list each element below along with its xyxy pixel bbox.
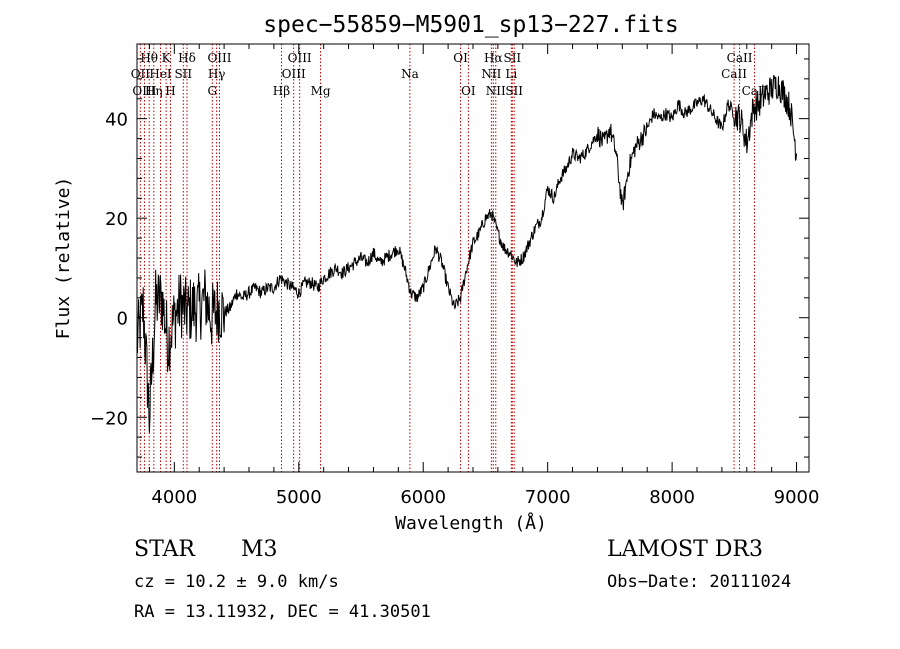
line-label-7: H: [165, 84, 175, 98]
line-label-12: OIII: [288, 51, 312, 65]
x-tick-label-2: 6000: [400, 487, 446, 508]
line-label-9: OIII: [207, 51, 231, 65]
line-label-10: Hγ: [208, 67, 226, 81]
line-label-25: CaII: [727, 51, 753, 65]
line-label-4: HeI: [149, 67, 172, 81]
line-label-11: G: [207, 84, 217, 98]
y-tick-label-0: −20: [90, 408, 128, 429]
x-axis-label: Wavelength (Å): [395, 512, 547, 534]
y-tick-label-2: 20: [105, 209, 128, 230]
ra-dec-text: RA = 13.11932, DEC = 41.30501: [134, 602, 431, 622]
emission-line-markers: [139, 44, 755, 472]
line-label-19: Hα: [484, 51, 503, 65]
survey-label: LAMOST DR3: [607, 537, 763, 562]
x-tick-label-5: 9000: [774, 487, 820, 508]
line-label-3: Hη: [145, 84, 163, 98]
plot-frame: [136, 43, 810, 473]
axes: 4000 5000 6000 7000 8000 9000 −20 0 20 40: [90, 43, 820, 508]
line-label-23: Li: [505, 67, 517, 81]
line-label-24: SII: [505, 84, 523, 98]
x-tick-label-1: 5000: [276, 487, 322, 508]
obs-date-text: Obs−Date: 20111024: [607, 572, 792, 592]
chart-title: spec−55859−M5901_sp13−227.fits: [263, 12, 678, 38]
line-label-5: K: [162, 51, 172, 65]
line-label-8: Hδ: [178, 51, 196, 65]
y-axis-label: Flux (relative): [53, 177, 74, 340]
y-tick-label-1: 0: [117, 309, 128, 330]
x-tick-label-4: 8000: [649, 487, 695, 508]
line-label-13: OIII: [282, 67, 306, 81]
line-label-14: Hβ: [273, 84, 290, 98]
redshift-text: cz = 10.2 ± 9.0 km/s: [134, 572, 339, 592]
y-tick-label-3: 40: [105, 110, 128, 131]
line-label-27: CaII: [742, 84, 768, 98]
subclass-label: M3: [241, 537, 278, 562]
line-label-2: OIII: [132, 84, 156, 98]
line-label-15: Mg: [311, 84, 331, 98]
line-label-21: NII: [486, 84, 506, 98]
line-label-20: NII: [481, 67, 501, 81]
line-label-26: CaII: [721, 67, 747, 81]
line-label-16: Na: [401, 67, 419, 81]
line-label-1: OII: [131, 67, 151, 81]
line-label-18: OI: [461, 84, 476, 98]
line-label-17: OI: [453, 51, 468, 65]
line-label-0: Hθ: [140, 51, 158, 65]
line-label-22: SII: [503, 51, 521, 65]
x-tick-label-3: 7000: [525, 487, 571, 508]
line-label-6: SII: [174, 67, 192, 81]
spectrum-series: [136, 74, 798, 433]
series-line-0: [136, 74, 798, 433]
x-tick-label-0: 4000: [151, 487, 197, 508]
class-label: STAR: [134, 537, 195, 562]
